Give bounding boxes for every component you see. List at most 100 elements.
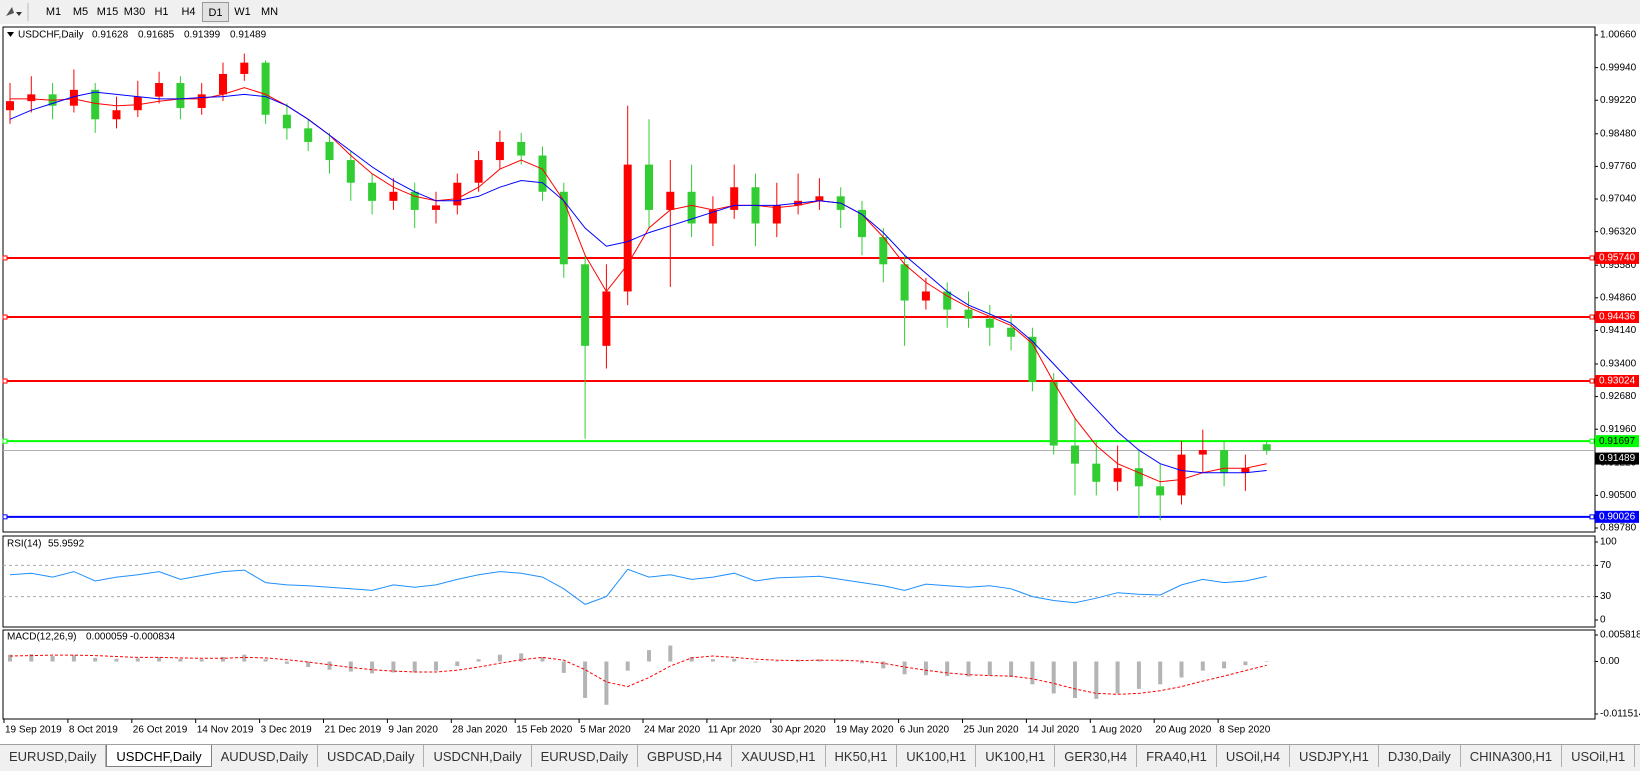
macd-bar — [1115, 661, 1120, 694]
ohlc-value: 0.91489 — [230, 30, 267, 41]
candle-body — [538, 155, 547, 192]
macd-bar — [434, 661, 438, 671]
macd-bar — [306, 661, 311, 667]
macd-bar — [902, 661, 907, 675]
candle-body — [1049, 382, 1058, 446]
macd-bar — [1009, 661, 1014, 678]
candle-body — [1220, 450, 1229, 473]
x-tick-label: 25 Jun 2020 — [964, 725, 1019, 736]
x-tick-label: 28 Jan 2020 — [452, 725, 507, 736]
chart-tab[interactable]: EURUSD,Daily — [0, 745, 107, 767]
y-tick-label: -0.011514 — [1600, 709, 1640, 720]
macd-bar — [987, 661, 992, 676]
candle-body — [219, 73, 227, 95]
x-tick-label: 9 Jan 2020 — [388, 725, 438, 736]
x-tick-label: 5 Mar 2020 — [580, 725, 631, 736]
ohlc-value: 0.91685 — [138, 30, 175, 41]
level-handle — [2, 378, 8, 384]
macd-bar — [1200, 661, 1205, 671]
macd-bar — [497, 654, 502, 662]
macd-bar — [540, 656, 545, 662]
candle-body — [410, 191, 419, 210]
chart-tab[interactable]: USDCAD,Daily — [318, 745, 425, 767]
chart-area: 1.00660 0.99940 0.99220 0.98480 0.97760 0.970… — [0, 24, 1640, 744]
x-tick-label: 30 Apr 2020 — [772, 725, 826, 736]
y-tick-label: 0.94140 — [1600, 325, 1637, 336]
timeframe-button[interactable]: H4 — [181, 6, 196, 18]
y-tick-label: 0.005818 — [1600, 630, 1640, 641]
x-tick-label: 21 Dec 2019 — [325, 725, 382, 736]
candle-body — [304, 128, 313, 142]
macd-bar — [157, 656, 162, 662]
level-handle — [2, 514, 8, 520]
level-label: 0.94436 — [1599, 312, 1636, 323]
candle-body — [666, 191, 675, 210]
macd-bar — [71, 655, 76, 662]
timeframe-button[interactable]: W1 — [234, 6, 251, 18]
x-tick-label: 19 May 2020 — [836, 725, 894, 736]
macd-bar — [860, 661, 864, 664]
timeframe-button[interactable]: MN — [260, 6, 279, 18]
chart-tab[interactable]: FRA40,H1 — [1137, 745, 1217, 767]
candle-body — [176, 83, 185, 108]
timeframe-button[interactable]: H1 — [154, 6, 169, 18]
macd-bar — [583, 661, 588, 698]
chart-tab[interactable]: UK100,H1 — [976, 745, 1056, 767]
x-tick-label: 6 Jun 2020 — [900, 725, 950, 736]
chart-tab[interactable]: CHINA300,H1 — [1461, 745, 1563, 767]
chart-tab[interactable]: AUDUSD,Daily — [212, 745, 319, 767]
timeframe-button[interactable]: M30 — [123, 6, 146, 18]
chart-tab[interactable]: USOil,H4 — [1217, 745, 1291, 767]
timeframe-button[interactable]: M15 — [96, 6, 119, 18]
y-tick-label: 0.92680 — [1600, 391, 1637, 402]
chart-tab[interactable]: USOil,H1 — [1562, 745, 1636, 767]
candle-body — [1113, 468, 1122, 482]
candle-body — [6, 101, 14, 111]
candle-body — [602, 291, 611, 346]
chart-tab[interactable]: UK100,H1 — [897, 745, 977, 767]
macd-bar — [284, 661, 289, 664]
level-handle — [1589, 314, 1595, 320]
candle-body — [1241, 468, 1250, 473]
candle-body — [815, 196, 824, 201]
timeframe-button[interactable]: M1 — [45, 6, 62, 18]
level-handle — [1589, 378, 1595, 384]
timeframe-button[interactable]: M5 — [72, 6, 89, 18]
chart-tab[interactable]: USDCNH,Daily — [424, 745, 532, 767]
candle-body — [1071, 445, 1079, 464]
candle-body — [155, 83, 164, 97]
macd-bar — [774, 661, 779, 662]
chart-tab[interactable]: USDJPY,H1 — [1290, 745, 1379, 767]
ohlc-value: 0.91399 — [184, 30, 221, 41]
level-tag — [1595, 251, 1639, 264]
y-tick-label: 0.98480 — [1600, 128, 1637, 139]
candle-body — [858, 209, 866, 238]
y-tick-label: 0.99940 — [1600, 62, 1637, 73]
macd-bar — [242, 654, 247, 662]
macd-bar — [199, 659, 204, 662]
candle-body — [1092, 463, 1101, 482]
macd-bar — [519, 653, 524, 662]
chart-tab[interactable]: EURUSD,Daily — [532, 745, 638, 767]
macd-bar — [135, 658, 140, 662]
y-tick-label: 0.96320 — [1600, 226, 1637, 237]
chart-tab[interactable]: DJ30,Daily — [1379, 745, 1461, 767]
candle-body — [91, 89, 100, 120]
macd-bar — [221, 656, 225, 662]
chart-tab[interactable]: HK50,H1 — [826, 745, 898, 767]
macd-bar — [114, 658, 119, 662]
macd-bar — [1094, 661, 1099, 699]
timeframe-button[interactable]: D1 — [202, 2, 229, 22]
indicator-value: 55.9592 — [48, 539, 85, 550]
y-tick-label: 100 — [1600, 537, 1617, 548]
y-tick-label: 0 — [1600, 615, 1606, 626]
candle-body — [1156, 486, 1165, 496]
chart-tab[interactable]: GBPUSD,H4 — [638, 745, 733, 767]
chart-tab[interactable]: XAUUSD,H1 — [732, 745, 826, 767]
candle-body — [921, 291, 930, 301]
macd-bar — [1136, 661, 1141, 689]
candle-body — [517, 141, 526, 156]
chart-tab[interactable]: GER30,H4 — [1055, 745, 1138, 767]
candle-body — [772, 205, 781, 224]
chart-tab[interactable]: USDCHF,Daily — [106, 745, 212, 767]
